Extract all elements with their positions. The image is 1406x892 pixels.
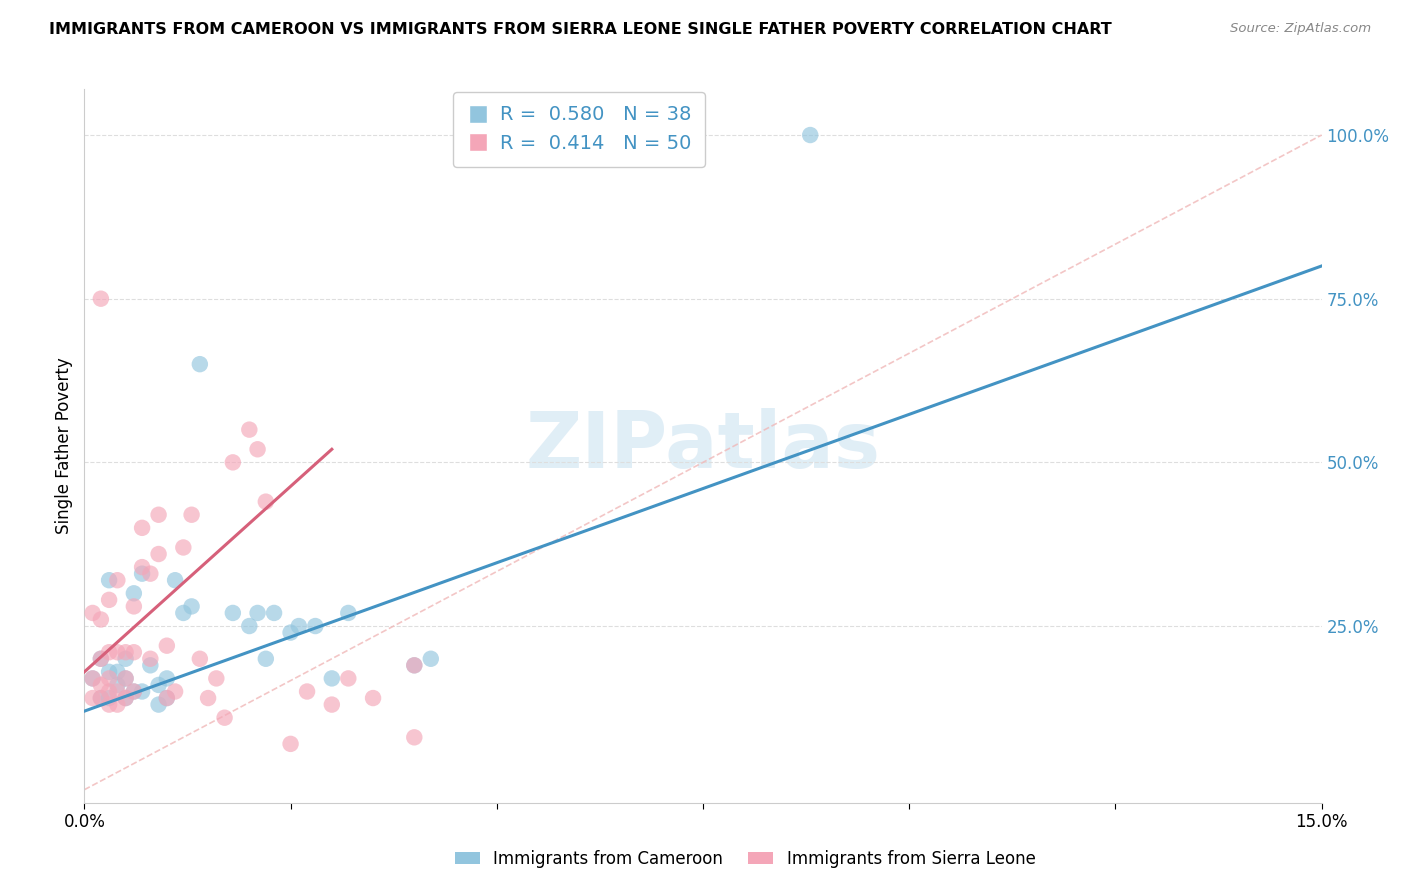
- Point: [98, 691, 121, 706]
- Point: [90, 691, 112, 706]
- Point: [131, 684, 153, 698]
- Point: [90, 652, 112, 666]
- Point: [114, 672, 136, 686]
- Point: [98, 592, 121, 607]
- Point: [105, 684, 128, 698]
- Point: [172, 541, 194, 555]
- Point: [214, 711, 236, 725]
- Point: [156, 672, 179, 686]
- Point: [205, 672, 228, 686]
- Point: [105, 645, 128, 659]
- Point: [304, 619, 326, 633]
- Point: [419, 652, 441, 666]
- Point: [131, 560, 153, 574]
- Point: [82, 691, 104, 706]
- Point: [197, 691, 219, 706]
- Point: [114, 645, 136, 659]
- Point: [222, 455, 245, 469]
- Point: [156, 691, 179, 706]
- Point: [98, 698, 121, 712]
- Point: [156, 639, 179, 653]
- Legend: R =  0.580   N = 38, R =  0.414   N = 50: R = 0.580 N = 38, R = 0.414 N = 50: [453, 92, 704, 167]
- Point: [98, 684, 121, 698]
- Point: [188, 652, 211, 666]
- Point: [114, 691, 136, 706]
- Point: [122, 645, 145, 659]
- Point: [131, 566, 153, 581]
- Point: [246, 442, 269, 457]
- Point: [82, 672, 104, 686]
- Point: [263, 606, 285, 620]
- Point: [131, 521, 153, 535]
- Point: [222, 606, 245, 620]
- Point: [139, 566, 162, 581]
- Point: [238, 619, 260, 633]
- Point: [165, 684, 187, 698]
- Point: [98, 573, 121, 587]
- Point: [180, 508, 202, 522]
- Point: [82, 606, 104, 620]
- Point: [90, 652, 112, 666]
- Point: [122, 684, 145, 698]
- Point: [321, 698, 343, 712]
- Point: [254, 652, 277, 666]
- Point: [321, 672, 343, 686]
- Point: [105, 665, 128, 679]
- Point: [114, 652, 136, 666]
- Y-axis label: Single Father Poverty: Single Father Poverty: [55, 358, 73, 534]
- Point: [90, 691, 112, 706]
- Point: [90, 678, 112, 692]
- Point: [122, 599, 145, 614]
- Point: [485, 128, 508, 142]
- Point: [105, 678, 128, 692]
- Text: Source: ZipAtlas.com: Source: ZipAtlas.com: [1230, 22, 1371, 36]
- Point: [156, 691, 179, 706]
- Point: [165, 573, 187, 587]
- Point: [288, 619, 311, 633]
- Point: [105, 698, 128, 712]
- Point: [98, 665, 121, 679]
- Point: [90, 612, 112, 626]
- Point: [254, 494, 277, 508]
- Point: [337, 672, 360, 686]
- Point: [148, 698, 170, 712]
- Point: [361, 691, 384, 706]
- Point: [295, 684, 318, 698]
- Point: [172, 606, 194, 620]
- Point: [280, 737, 302, 751]
- Point: [122, 586, 145, 600]
- Point: [337, 606, 360, 620]
- Point: [404, 731, 426, 745]
- Point: [90, 292, 112, 306]
- Point: [148, 547, 170, 561]
- Text: IMMIGRANTS FROM CAMEROON VS IMMIGRANTS FROM SIERRA LEONE SINGLE FATHER POVERTY C: IMMIGRANTS FROM CAMEROON VS IMMIGRANTS F…: [49, 22, 1112, 37]
- Point: [122, 684, 145, 698]
- Point: [238, 423, 260, 437]
- Point: [105, 573, 128, 587]
- Point: [246, 606, 269, 620]
- Text: ZIPatlas: ZIPatlas: [526, 408, 880, 484]
- Point: [139, 652, 162, 666]
- Point: [404, 658, 426, 673]
- Point: [98, 672, 121, 686]
- Point: [114, 672, 136, 686]
- Point: [114, 691, 136, 706]
- Point: [180, 599, 202, 614]
- Point: [82, 672, 104, 686]
- Point: [98, 645, 121, 659]
- Legend: Immigrants from Cameroon, Immigrants from Sierra Leone: Immigrants from Cameroon, Immigrants fro…: [449, 844, 1042, 875]
- Point: [139, 658, 162, 673]
- Point: [188, 357, 211, 371]
- Point: [280, 625, 302, 640]
- Point: [799, 128, 821, 142]
- Point: [404, 658, 426, 673]
- Point: [148, 508, 170, 522]
- Point: [148, 678, 170, 692]
